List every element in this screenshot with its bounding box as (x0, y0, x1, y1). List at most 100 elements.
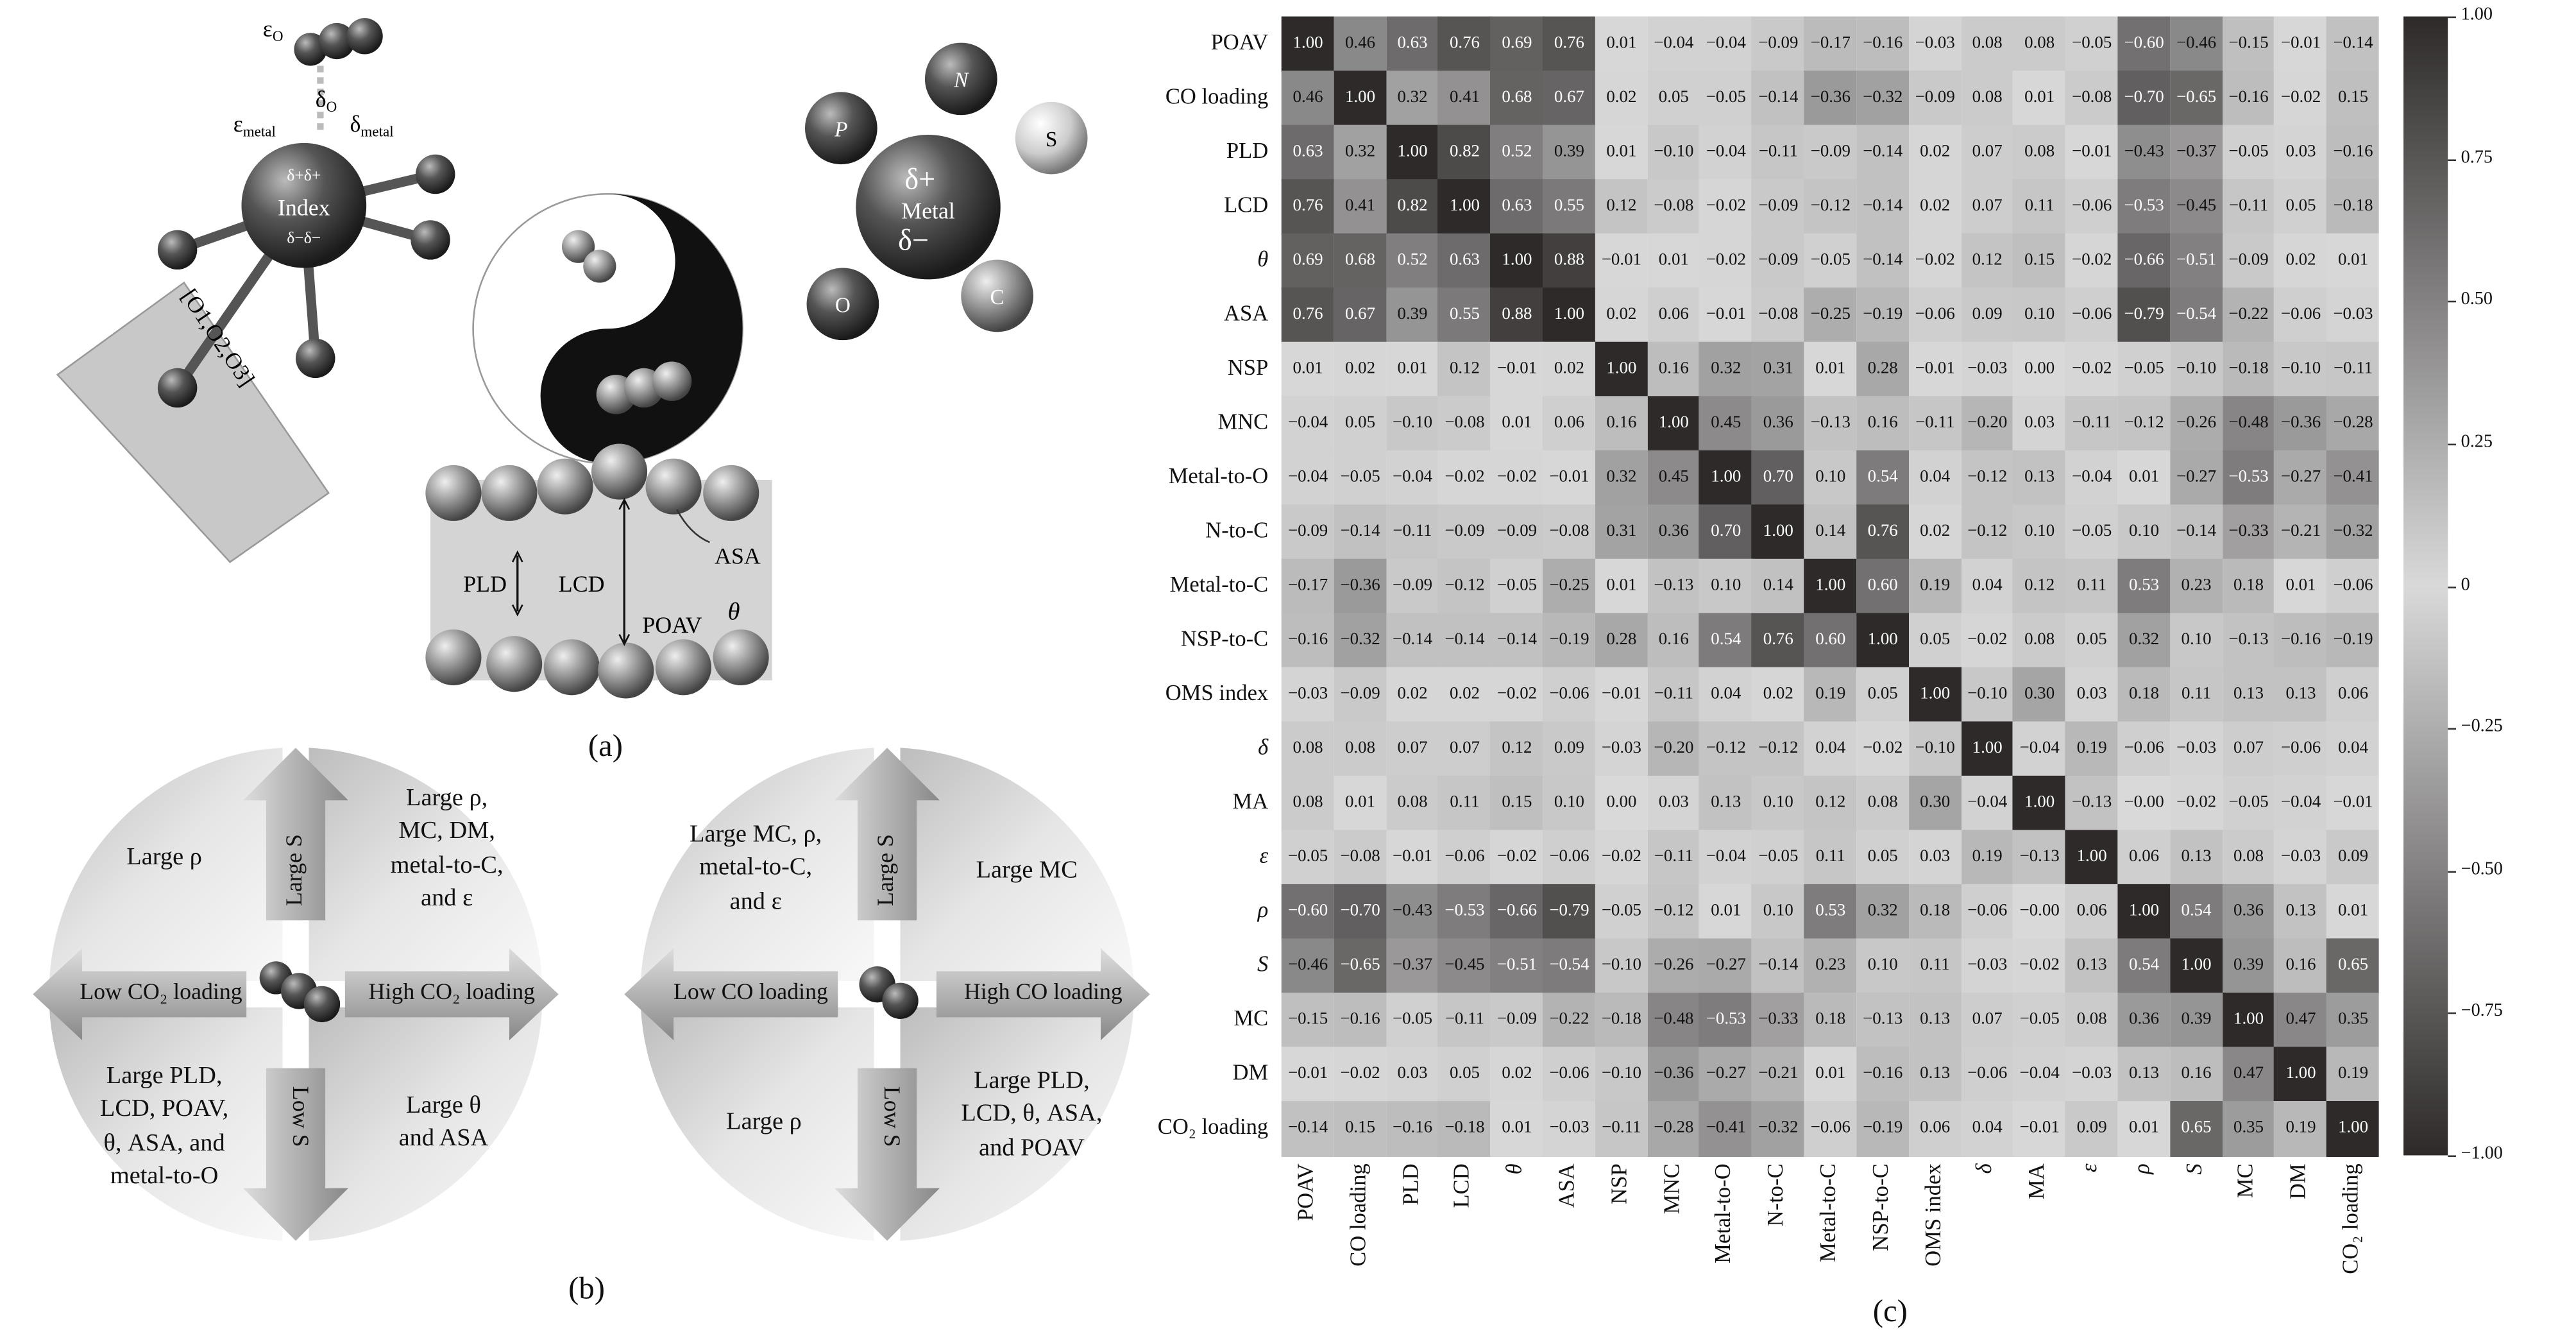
heatmap-cell: 0.32 (1699, 341, 1753, 397)
heatmap-cell: 0.76 (1281, 179, 1335, 234)
heatmap-cell: 0.63 (1438, 233, 1491, 289)
heatmap-cell: 0.03 (2065, 667, 2119, 723)
heatmap-cell: −0.18 (2326, 179, 2380, 234)
heatmap-cell: 0.01 (1595, 124, 1648, 180)
heatmap-cell: −0.05 (1385, 992, 1439, 1048)
heatmap-cell: 0.14 (1751, 558, 1805, 614)
heatmap-cell: −0.54 (2169, 287, 2223, 343)
heatmap-cell: 0.03 (1385, 1047, 1439, 1102)
column-label: S (2181, 1163, 2206, 1175)
heatmap-cell: 1.00 (1647, 396, 1700, 452)
heatmap-cell: 0.32 (1334, 124, 1387, 180)
heatmap-cell: 0.18 (2117, 667, 2171, 723)
heatmap-cell: 0.03 (2274, 124, 2328, 180)
delta-minus-label: δ−δ− (287, 228, 321, 247)
heatmap-cell: 0.14 (1804, 504, 1858, 560)
heatmap-cell: 0.07 (1960, 124, 2014, 180)
heatmap-cell: 0.15 (2326, 71, 2380, 126)
heatmap-cell: 0.31 (1595, 504, 1648, 560)
heatmap-cell: 0.13 (1908, 992, 1962, 1048)
heatmap-cell: −0.32 (1751, 1101, 1805, 1156)
heatmap-cell: 0.09 (1960, 287, 2014, 343)
heatmap-cell: −0.05 (1751, 830, 1805, 885)
row-label: MNC (1217, 408, 1269, 433)
heatmap-cell: 0.16 (1647, 341, 1700, 397)
heatmap-cell: −0.66 (2117, 233, 2171, 289)
heatmap-cell: −0.17 (1281, 558, 1335, 614)
heatmap-cell: 1.00 (2013, 775, 2067, 831)
heatmap-cell: 0.55 (1543, 179, 1596, 234)
heatmap-cell: 0.08 (1334, 721, 1387, 777)
heatmap-cell: −0.09 (1751, 179, 1805, 234)
row-label: CO loading (1165, 83, 1269, 108)
heatmap-cell: 0.39 (2222, 938, 2275, 994)
heatmap-cell: 0.55 (1438, 287, 1491, 343)
heatmap-cell: −0.27 (2169, 450, 2223, 506)
panel-a-label: (a) (588, 730, 623, 764)
heatmap-cell: −0.10 (1908, 721, 1962, 777)
heatmap-cell: −0.04 (1960, 775, 2014, 831)
heatmap-cell: 0.76 (1438, 16, 1491, 72)
heatmap-cell: 0.88 (1543, 233, 1596, 289)
heatmap-cell: 0.32 (1856, 884, 1910, 939)
heatmap-cell: 1.00 (2222, 992, 2275, 1048)
heatmap-cell: 0.02 (1543, 341, 1596, 397)
pld-label: PLD (463, 571, 507, 597)
heatmap-cell: −0.05 (2065, 504, 2119, 560)
row-label: MA (1232, 788, 1269, 813)
heatmap-cell: 0.46 (1334, 16, 1387, 72)
heatmap-cell: −0.37 (1385, 938, 1439, 994)
heatmap-cell: −0.32 (2326, 504, 2380, 560)
co2-large-s-text: Large S (283, 834, 309, 906)
heatmap-cell: −0.13 (1647, 558, 1700, 614)
heatmap-cell: −0.19 (1856, 1101, 1910, 1156)
row-label: θ (1257, 245, 1269, 271)
heatmap-cell: 0.18 (2222, 558, 2275, 614)
heatmap-cell: −0.60 (1281, 884, 1335, 939)
heatmap-cell: −0.25 (1543, 558, 1596, 614)
heatmap-cell: −0.11 (1751, 124, 1805, 180)
heatmap-cell: −0.04 (1699, 124, 1753, 180)
row-label: ASA (1224, 300, 1269, 325)
colorbar-tick-mark (2448, 443, 2456, 445)
heatmap-cell: −0.19 (2326, 613, 2380, 669)
heatmap-cell: −0.06 (1804, 1101, 1858, 1156)
heatmap-cell: 0.53 (2117, 558, 2171, 614)
heatmap-cell: −0.03 (2326, 287, 2380, 343)
metal-delta-minus: δ− (898, 223, 929, 256)
heatmap-cell: 0.01 (1595, 16, 1648, 72)
heatmap-cell: 0.01 (1490, 396, 1544, 452)
heatmap-cell: 1.00 (1960, 721, 2014, 777)
heatmap-cell: 1.00 (1438, 179, 1491, 234)
heatmap-cell: 0.30 (2013, 667, 2067, 723)
heatmap-cell: 0.76 (1281, 287, 1335, 343)
row-label: OMS index (1165, 680, 1269, 705)
atom-p-label: P (834, 118, 847, 142)
heatmap-cell: −0.04 (2013, 1047, 2067, 1102)
epsilon-o-label: εO (263, 15, 284, 44)
heatmap-cell: −0.08 (1543, 504, 1596, 560)
heatmap-cell: −0.02 (1960, 613, 2014, 669)
heatmap-cell: −0.16 (2326, 124, 2380, 180)
heatmap-cell: 1.00 (1334, 71, 1387, 126)
atom-s-label: S (1046, 128, 1058, 151)
heatmap-cell: 0.45 (1699, 396, 1753, 452)
heatmap-cell: −0.03 (2169, 721, 2223, 777)
heatmap-cell: 0.10 (2013, 504, 2067, 560)
heatmap-cell: −0.10 (2169, 341, 2223, 397)
column-label: θ (1502, 1163, 1527, 1175)
heatmap-cell: −0.27 (2274, 450, 2328, 506)
heatmap-cell: −0.09 (1385, 558, 1439, 614)
row-label: CO₂ loading (1157, 1113, 1269, 1138)
heatmap-cell: 0.10 (1543, 775, 1596, 831)
panel-b-label: (b) (568, 1272, 605, 1307)
heatmap-cell: 1.00 (1385, 124, 1439, 180)
pore-diagram: PLD LCD POAV θ ASA (425, 443, 772, 699)
colorbar-tick-label: 0 (2461, 574, 2470, 594)
heatmap-cell: 0.04 (1908, 450, 1962, 506)
co2-top-right-text: Large ρ, MC, DM, metal-to-C, and ε (390, 785, 504, 912)
heatmap-cell: −0.79 (1543, 884, 1596, 939)
heatmap-cell: −0.09 (1908, 71, 1962, 126)
heatmap-cell: −0.04 (1281, 396, 1335, 452)
heatmap-cell: 0.10 (1751, 775, 1805, 831)
